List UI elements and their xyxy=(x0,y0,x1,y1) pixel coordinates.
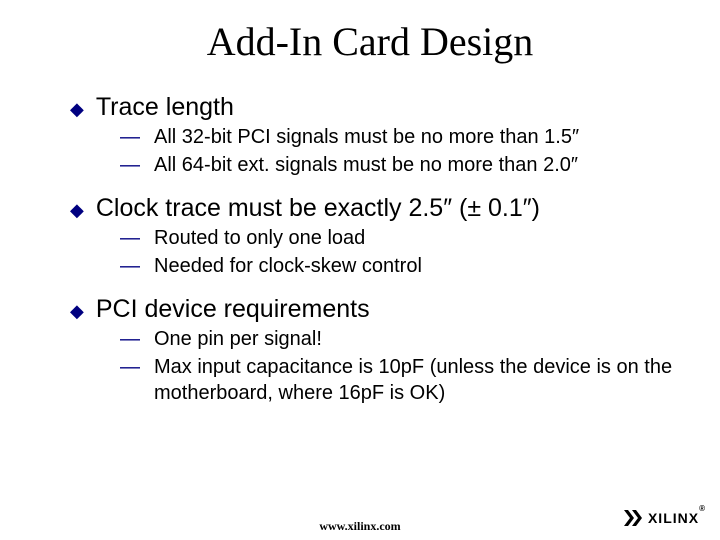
bullet-sub: — Routed to only one load xyxy=(120,225,680,251)
sub-text: All 64-bit ext. signals must be no more … xyxy=(154,152,578,178)
bullet-sub: — All 64-bit ext. signals must be no mor… xyxy=(120,152,680,178)
logo-text: XILINX® xyxy=(648,510,706,526)
bullet-text: Trace length xyxy=(96,93,234,122)
slide-container: Add-In Card Design ◆ Trace length — All … xyxy=(0,0,720,540)
dash-icon: — xyxy=(120,253,140,279)
footer-url: www.xilinx.com xyxy=(0,519,720,534)
content-area: ◆ Trace length — All 32-bit PCI signals … xyxy=(60,93,680,406)
sub-text: Needed for clock-skew control xyxy=(154,253,422,279)
bullet-main: ◆ Clock trace must be exactly 2.5″ (± 0.… xyxy=(70,194,680,223)
bullet-sub: — Needed for clock-skew control xyxy=(120,253,680,279)
dash-icon: — xyxy=(120,326,140,352)
diamond-icon: ◆ xyxy=(70,301,84,322)
bullet-main: ◆ Trace length xyxy=(70,93,680,122)
sub-text: Max input capacitance is 10pF (unless th… xyxy=(154,354,680,406)
dash-icon: — xyxy=(120,152,140,178)
dash-icon: — xyxy=(120,225,140,251)
bullet-text: Clock trace must be exactly 2.5″ (± 0.1″… xyxy=(96,194,540,223)
bullet-sub: — All 32-bit PCI signals must be no more… xyxy=(120,124,680,150)
sub-list: — One pin per signal! — Max input capaci… xyxy=(120,326,680,406)
sub-list: — Routed to only one load — Needed for c… xyxy=(120,225,680,279)
xilinx-icon xyxy=(624,510,644,526)
sub-text: Routed to only one load xyxy=(154,225,365,251)
bullet-sub: — Max input capacitance is 10pF (unless … xyxy=(120,354,680,406)
diamond-icon: ◆ xyxy=(70,99,84,120)
slide-title: Add-In Card Design xyxy=(60,18,680,65)
dash-icon: — xyxy=(120,354,140,380)
bullet-text: PCI device requirements xyxy=(96,295,370,324)
sub-list: — All 32-bit PCI signals must be no more… xyxy=(120,124,680,178)
bullet-sub: — One pin per signal! xyxy=(120,326,680,352)
sub-text: One pin per signal! xyxy=(154,326,322,352)
brand-logo: XILINX® xyxy=(624,510,706,526)
bullet-main: ◆ PCI device requirements xyxy=(70,295,680,324)
diamond-icon: ◆ xyxy=(70,200,84,221)
dash-icon: — xyxy=(120,124,140,150)
sub-text: All 32-bit PCI signals must be no more t… xyxy=(154,124,579,150)
